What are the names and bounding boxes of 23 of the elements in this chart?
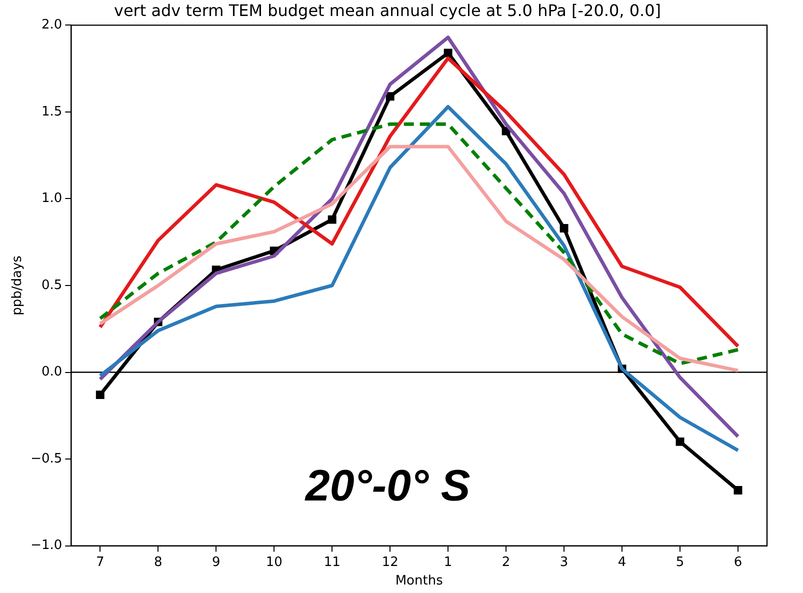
x-tick-label: 3	[560, 554, 568, 570]
x-tick-label: 2	[502, 554, 510, 570]
chart-title: vert adv term TEM budget mean annual cycle at 5.0 hPa [-20.0, 0.0]	[114, 0, 662, 20]
x-tick-label: 9	[212, 554, 220, 570]
annotation: 20°-0° S	[304, 462, 470, 511]
x-tick-label: 5	[676, 554, 684, 570]
x-tick-label: 7	[96, 554, 104, 570]
y-tick-label: −1.0	[30, 538, 62, 554]
x-tick-label: 4	[618, 554, 626, 570]
y-tick-label: 1.0	[41, 191, 62, 206]
x-tick-label: 10	[266, 554, 282, 570]
y-axis-title: ppb/days	[10, 255, 26, 316]
y-tick-label: 0.0	[41, 364, 62, 380]
y-tick-label: 0.5	[41, 278, 62, 293]
y-tick-label: −0.5	[30, 451, 62, 466]
x-tick-label: 1	[444, 554, 452, 570]
y-tick-label: 1.5	[41, 104, 62, 120]
x-tick-label: 11	[324, 554, 340, 570]
y-tick-label: 2.0	[41, 18, 62, 33]
x-tick-label: 8	[154, 554, 162, 570]
x-tick-label: 6	[734, 554, 742, 570]
x-tick-label: 12	[382, 554, 398, 570]
x-axis-title: Months	[395, 574, 444, 589]
